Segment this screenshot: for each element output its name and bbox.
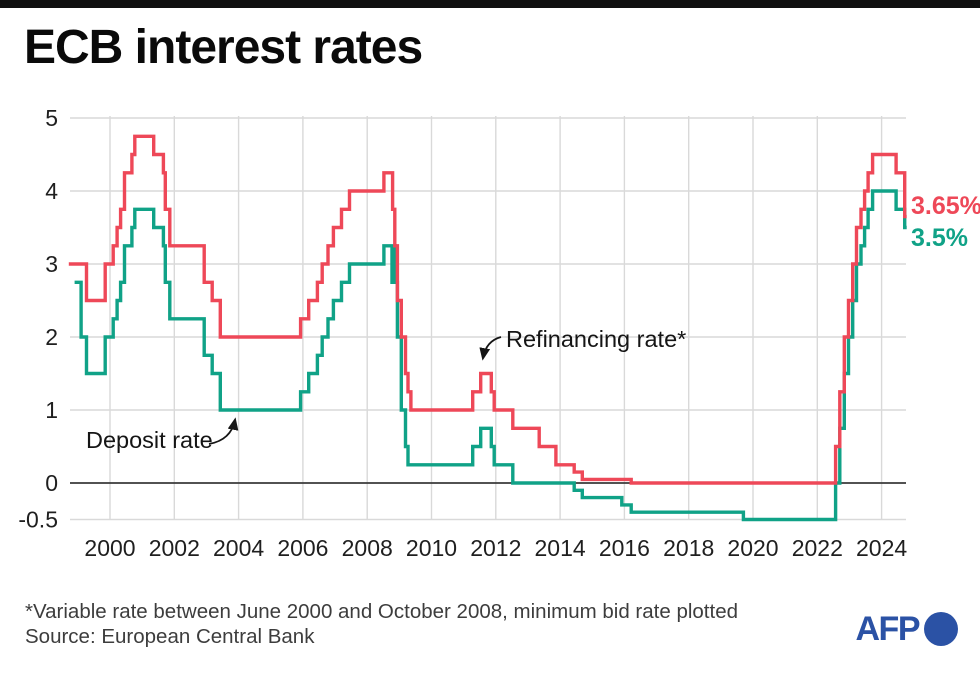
source-line: Source: European Central Bank [25,625,315,648]
x-tick-label: 2004 [213,535,264,561]
x-tick-label: 2002 [149,535,200,561]
afp-logo-circle-icon [924,612,958,646]
deposit-rate-line [74,189,907,522]
x-tick-label: 2000 [84,535,135,561]
annotation-arrow [479,336,502,361]
footer: *Variable rate between June 2000 and Oct… [25,599,738,649]
refinancing-rate-line [68,134,907,485]
annotation-label: Deposit rate [86,427,213,453]
y-tick-label: 3 [45,251,58,277]
x-tick-label: 2006 [277,535,328,561]
afp-logo: AFP [855,610,958,648]
footnote: *Variable rate between June 2000 and Oct… [25,600,739,623]
afp-logo-text: AFP [855,610,921,648]
x-tick-label: 2022 [792,535,843,561]
x-tick-label: 2008 [342,535,393,561]
x-tick-label: 2024 [856,535,907,561]
y-tick-label: 0 [45,470,58,496]
x-tick-label: 2018 [663,535,714,561]
y-tick-label: 5 [45,105,58,131]
x-tick-label: 2020 [727,535,778,561]
series-end-value: 3.65% [911,192,980,220]
x-tick-label: 2016 [599,535,650,561]
y-tick-label: 4 [45,178,58,204]
y-tick-label: 2 [45,324,58,350]
x-tick-label: 2014 [535,535,586,561]
x-tick-label: 2012 [470,535,521,561]
x-tick-label: 2010 [406,535,457,561]
y-tick-label: -0.5 [18,507,58,533]
y-tick-label: 1 [45,397,58,423]
series-end-value: 3.5% [911,224,968,252]
page-title: ECB interest rates [24,21,423,74]
annotation-label: Refinancing rate* [506,326,686,352]
annotation-arrow [208,417,239,445]
top-bar [0,0,980,8]
